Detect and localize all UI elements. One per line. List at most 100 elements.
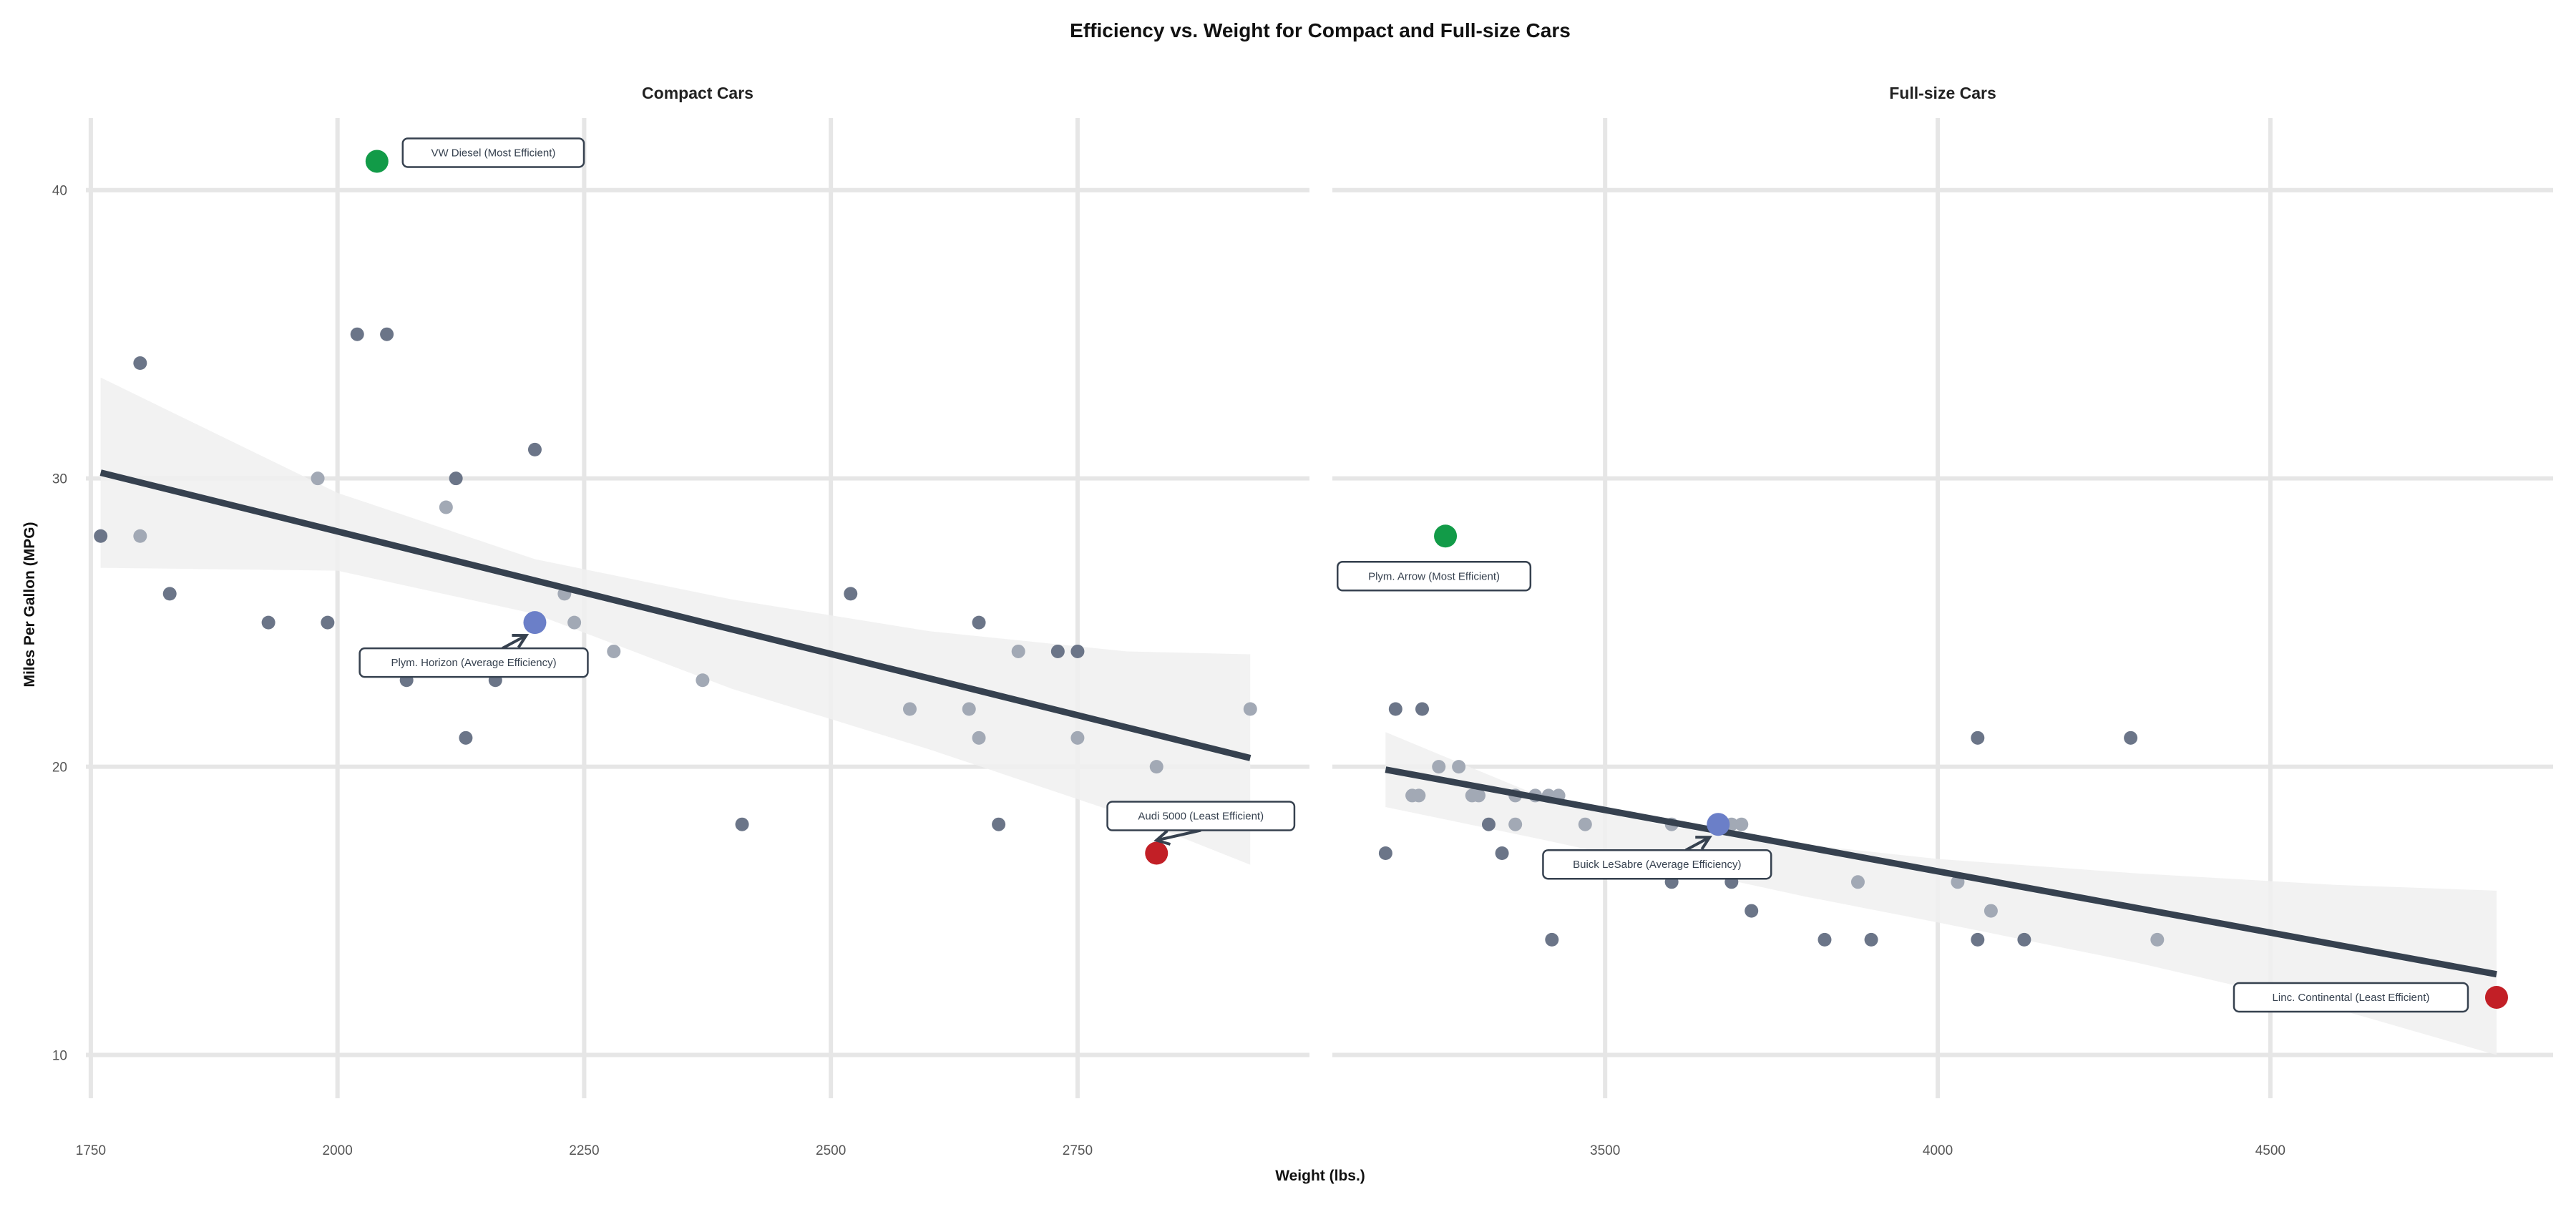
data-point [459,730,473,745]
data-point [261,615,275,630]
panels-layer: Compact Cars 10 20 30 40 1750 2000 2250 2500 2750… [52,84,2553,1158]
least-efficient-point [1145,841,1169,865]
data-point [380,327,394,341]
data-point [1050,644,1065,658]
data-point [1388,702,1402,716]
y-tick-label: 20 [52,761,67,776]
data-point [1984,904,1998,918]
data-point [1070,730,1085,745]
data-point [133,529,147,543]
data-point [844,587,858,601]
trend-line [1385,766,2497,978]
data-point [2150,932,2165,947]
data-point [962,702,976,716]
data-point [439,500,453,514]
data-point [1011,644,1025,658]
annotation-box [1542,849,1772,880]
average-point [523,611,547,635]
data-point [1070,644,1085,658]
data-point [567,615,582,630]
annotation-label: Plym. Arrow (Most Efficient) [1368,570,1500,582]
annotation-arrowhead [512,634,530,649]
data-point [1578,817,1592,831]
data-point [902,702,917,716]
data-point [1971,730,1985,745]
annotation-box [401,137,585,168]
annotation-box [2233,982,2469,1013]
data-point [1149,760,1163,774]
data-point [972,615,986,630]
data-point [1412,788,1426,803]
data-point [1452,760,1466,774]
data-point [1818,932,1832,947]
data-point [992,817,1006,831]
annotation-arrow [502,634,527,650]
data-point [735,817,749,831]
panel-title: Compact Cars [642,84,753,102]
annotation-label: Buick LeSabre (Average Efficiency) [1573,859,1741,871]
y-tick-label: 10 [52,1049,67,1064]
y-axis-title: Miles Per Gallon (MPG) [21,522,38,687]
data-point [696,673,710,688]
y-tick-label: 40 [52,184,67,199]
chart-title: Efficiency vs. Weight for Compact and Fu… [1070,19,1571,41]
x-tick-label: 2000 [323,1143,353,1158]
data-point [1508,817,1523,831]
data-point [1545,932,1559,947]
x-tick-label: 2750 [1063,1143,1093,1158]
annotation-label: Audi 5000 (Least Efficient) [1138,811,1264,823]
trend-line [99,469,1252,761]
least-efficient-point [2484,985,2508,1009]
data-point [1378,846,1392,860]
annotation-arrow [1156,829,1201,842]
data-point [527,442,542,456]
data-point [449,471,463,486]
data-point [1481,817,1496,831]
data-point [321,615,335,630]
panel-compact: Compact Cars 10 20 30 40 1750 2000 2250 2500 2750… [52,84,1309,1158]
data-point [1745,904,1759,918]
confidence-band [1385,732,2497,1055]
annotation-arrow [1684,836,1711,851]
data-point [350,327,364,341]
data-point [607,644,621,658]
panel-title: Full-size Cars [1889,84,1996,102]
annotation-arrowhead [1153,829,1171,846]
x-tick-label: 4000 [1923,1143,1953,1158]
x-tick-label: 3500 [1590,1143,1620,1158]
x-tick-label: 1750 [76,1143,106,1158]
confidence-band [100,377,1251,865]
x-tick-label: 4500 [2255,1143,2285,1158]
x-axis-title: Weight (lbs.) [1275,1168,1365,1184]
data-point [1472,788,1486,803]
most-efficient-point [365,150,389,173]
data-point [2124,730,2138,745]
annotation-label: Plym. Horizon (Average Efficiency) [391,657,556,669]
annotation-box [358,647,589,678]
x-tick-label: 2250 [569,1143,599,1158]
data-point [1432,760,1446,774]
data-point [1850,875,1865,889]
annotation-arrowhead [1695,836,1712,851]
data-point [1864,932,1878,947]
annotation-box [1106,801,1296,831]
annotation-label: VW Diesel (Most Efficient) [431,147,555,159]
x-tick-label: 2500 [816,1143,846,1158]
average-point [1707,813,1730,836]
data-point [1735,817,1749,831]
data-point [133,356,147,370]
data-point [1971,932,1985,947]
data-point [311,471,325,486]
data-point [162,587,177,601]
y-tick-label: 30 [52,472,67,487]
panel-full-size: Full-size Cars 3500 4000 4500 Plym. Arrow (M… [1332,84,2553,1158]
data-point [1243,702,1257,716]
data-point [94,529,108,543]
data-point [1415,702,1430,716]
annotation-label: Linc. Continental (Least Efficient) [2273,992,2430,1004]
data-point [2017,932,2031,947]
annotation-box [1336,561,1532,592]
most-efficient-point [1434,524,1458,548]
